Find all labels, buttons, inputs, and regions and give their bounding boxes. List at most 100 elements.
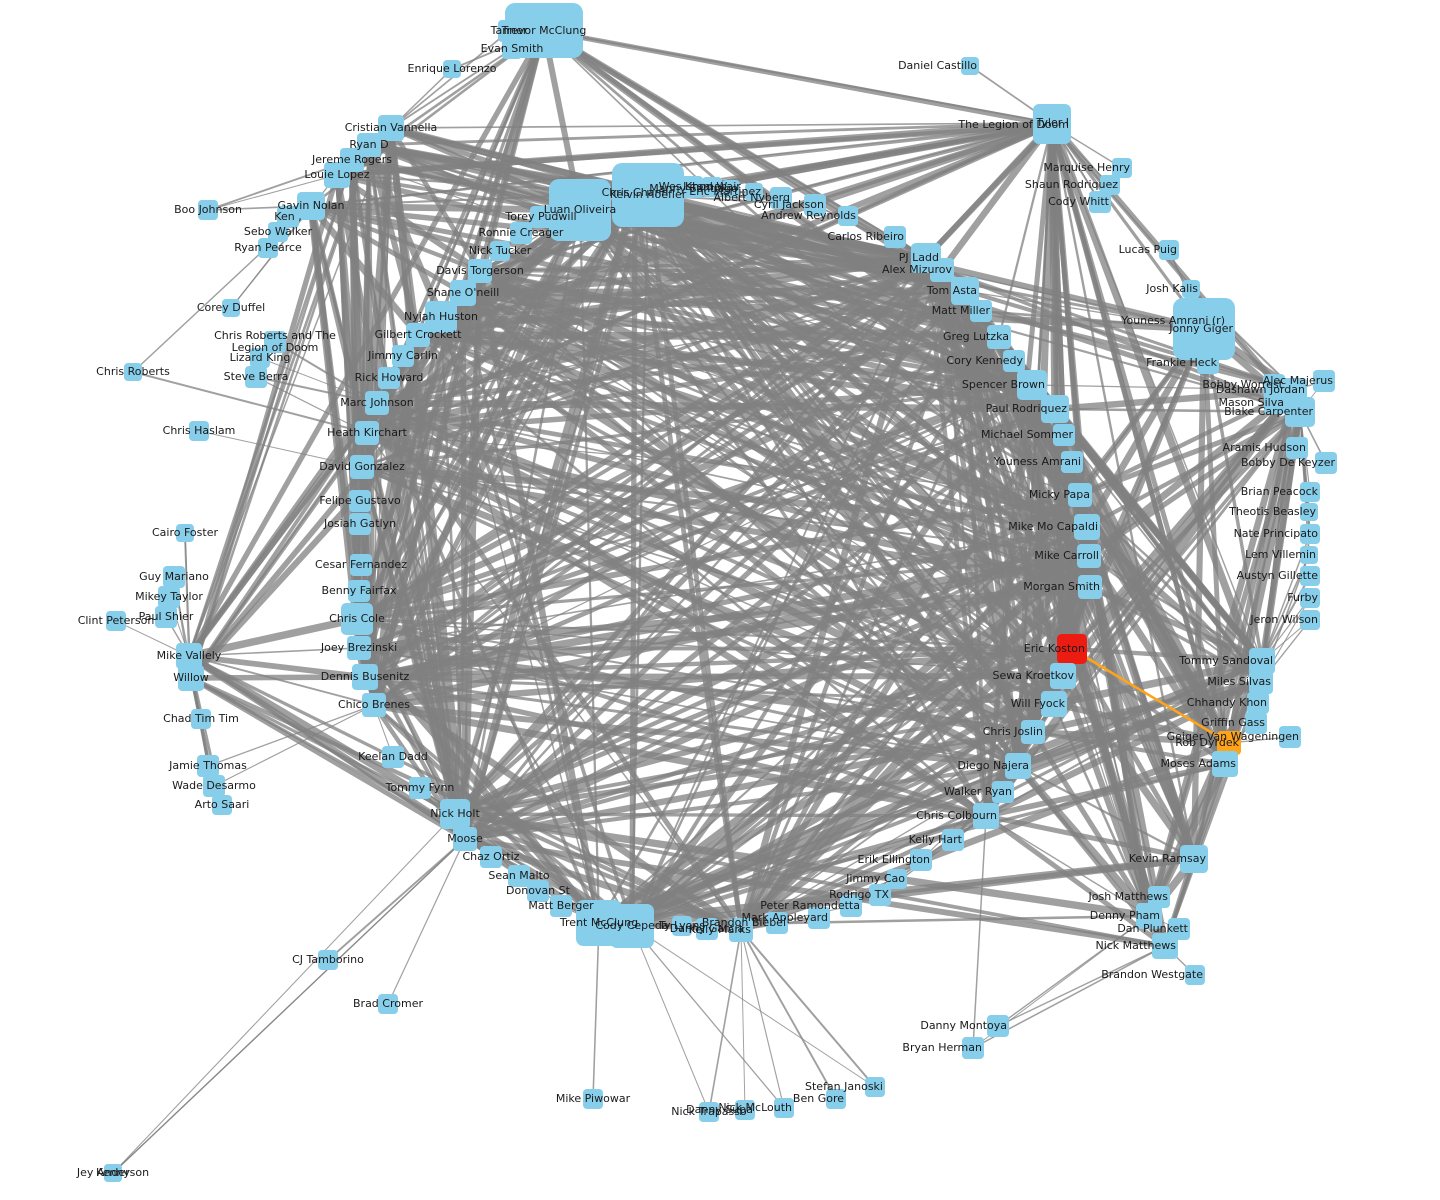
graph-node[interactable] xyxy=(348,580,370,602)
graph-node[interactable] xyxy=(1053,424,1075,446)
graph-node[interactable] xyxy=(583,1089,603,1109)
graph-node[interactable] xyxy=(620,178,650,208)
graph-node[interactable] xyxy=(1245,712,1267,734)
graph-node[interactable] xyxy=(1050,663,1076,689)
graph-node[interactable] xyxy=(1197,352,1219,374)
graph-node[interactable] xyxy=(1263,374,1285,396)
graph-node[interactable] xyxy=(250,348,270,368)
graph-node[interactable] xyxy=(498,20,520,42)
graph-node[interactable] xyxy=(324,162,350,188)
graph-node[interactable] xyxy=(349,513,371,535)
graph-node[interactable] xyxy=(1057,634,1087,664)
graph-node[interactable] xyxy=(808,907,830,929)
graph-node[interactable] xyxy=(189,421,209,441)
graph-node[interactable] xyxy=(1041,691,1067,717)
graph-node[interactable] xyxy=(1279,726,1301,748)
graph-node[interactable] xyxy=(930,258,954,282)
graph-node[interactable] xyxy=(406,323,430,347)
graph-node[interactable] xyxy=(1285,397,1315,427)
graph-node[interactable] xyxy=(341,603,373,635)
graph-node[interactable] xyxy=(158,586,180,608)
graph-node[interactable] xyxy=(1112,158,1132,178)
graph-node[interactable] xyxy=(1207,311,1227,331)
graph-node[interactable] xyxy=(352,664,378,690)
graph-node[interactable] xyxy=(1286,437,1308,459)
graph-node[interactable] xyxy=(681,176,703,198)
graph-node[interactable] xyxy=(1068,483,1092,507)
graph-node[interactable] xyxy=(176,643,202,669)
graph-node[interactable] xyxy=(378,367,400,389)
graph-node[interactable] xyxy=(1300,482,1320,502)
graph-node[interactable] xyxy=(106,611,126,631)
graph-node[interactable] xyxy=(840,895,862,917)
graph-node[interactable] xyxy=(443,60,461,78)
graph-node[interactable] xyxy=(1249,670,1273,694)
graph-node[interactable] xyxy=(1185,965,1205,985)
graph-node[interactable] xyxy=(770,187,792,209)
graph-node[interactable] xyxy=(350,455,374,479)
graph-node[interactable] xyxy=(222,299,240,317)
graph-node[interactable] xyxy=(425,301,457,333)
graph-node[interactable] xyxy=(490,241,510,261)
graph-node[interactable] xyxy=(530,206,552,228)
graph-node[interactable] xyxy=(722,180,740,198)
graph-node[interactable] xyxy=(480,846,502,868)
graph-node[interactable] xyxy=(1005,753,1031,779)
graph-node[interactable] xyxy=(1003,350,1025,372)
graph-node[interactable] xyxy=(382,746,404,768)
graph-node[interactable] xyxy=(1249,648,1275,674)
graph-node[interactable] xyxy=(502,39,522,59)
graph-node[interactable] xyxy=(1021,720,1045,744)
graph-node[interactable] xyxy=(550,895,572,917)
graph-node[interactable] xyxy=(378,115,404,141)
graph-node[interactable] xyxy=(453,827,477,851)
graph-node[interactable] xyxy=(987,325,1011,349)
graph-node[interactable] xyxy=(355,421,379,445)
graph-node[interactable] xyxy=(1100,175,1120,195)
graph-node[interactable] xyxy=(910,849,932,871)
graph-node[interactable] xyxy=(961,57,979,75)
graph-node[interactable] xyxy=(774,1098,794,1118)
graph-node[interactable] xyxy=(699,1102,719,1122)
graph-node[interactable] xyxy=(268,222,288,242)
graph-node[interactable] xyxy=(884,226,906,248)
graph-node[interactable] xyxy=(440,799,470,829)
graph-node[interactable] xyxy=(468,259,492,283)
graph-node[interactable] xyxy=(696,918,718,940)
graph-node[interactable] xyxy=(191,709,211,729)
graph-node[interactable] xyxy=(702,177,722,197)
graph-node[interactable] xyxy=(610,904,654,948)
graph-node[interactable] xyxy=(804,194,826,216)
graph-node[interactable] xyxy=(245,366,267,388)
graph-node[interactable] xyxy=(1300,588,1320,608)
graph-node[interactable] xyxy=(203,775,225,797)
graph-node[interactable] xyxy=(838,206,858,226)
graph-node[interactable] xyxy=(527,880,549,902)
graph-node[interactable] xyxy=(1033,106,1071,144)
graph-node[interactable] xyxy=(1182,280,1200,298)
graph-node[interactable] xyxy=(378,994,398,1014)
graph-node[interactable] xyxy=(1247,692,1269,714)
graph-node[interactable] xyxy=(1136,903,1162,929)
graph-node[interactable] xyxy=(745,183,763,201)
graph-node[interactable] xyxy=(176,524,194,542)
graph-node[interactable] xyxy=(672,916,692,936)
graph-node[interactable] xyxy=(1180,845,1208,873)
graph-node[interactable] xyxy=(198,200,218,220)
graph-node[interactable] xyxy=(549,179,611,241)
graph-node[interactable] xyxy=(1148,886,1170,908)
graph-node[interactable] xyxy=(178,665,204,691)
graph-node[interactable] xyxy=(318,950,338,970)
graph-node[interactable] xyxy=(510,222,532,244)
graph-node[interactable] xyxy=(1089,191,1111,213)
graph-node[interactable] xyxy=(992,781,1014,803)
graph-node[interactable] xyxy=(264,331,286,353)
graph-node[interactable] xyxy=(865,1077,885,1097)
graph-node[interactable] xyxy=(347,636,371,660)
graph-node[interactable] xyxy=(365,391,389,415)
graph-node[interactable] xyxy=(104,1164,122,1182)
graph-node[interactable] xyxy=(362,693,386,717)
graph-node[interactable] xyxy=(1152,933,1178,959)
graph-node[interactable] xyxy=(1074,514,1100,540)
